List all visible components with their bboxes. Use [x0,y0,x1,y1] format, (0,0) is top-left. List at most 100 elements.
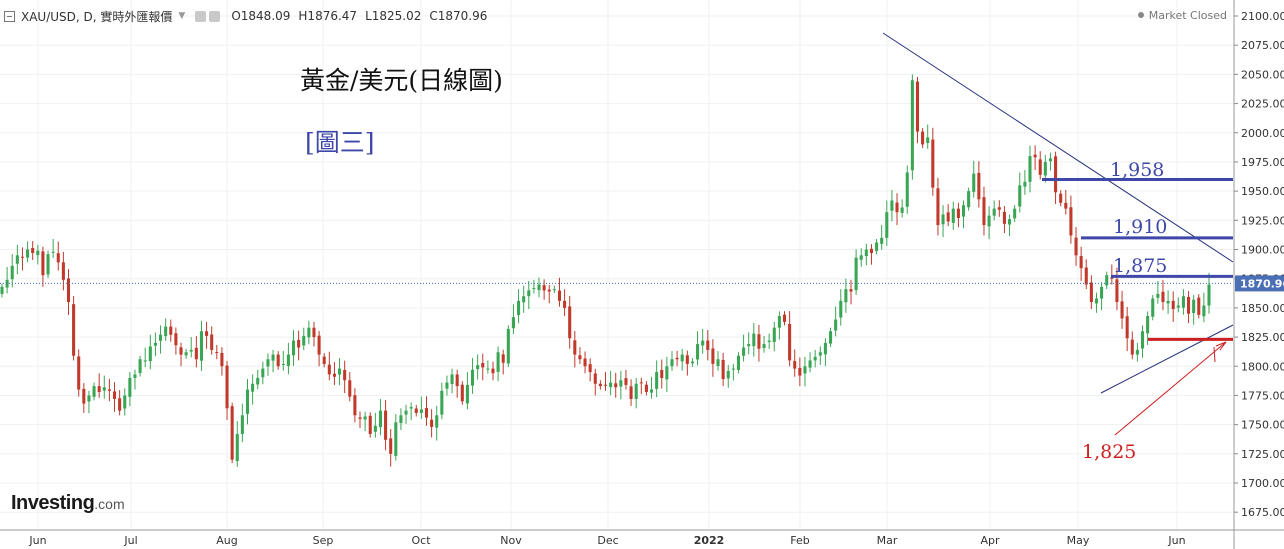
market-status-text: Market Closed [1148,9,1227,22]
settings-icon[interactable] [209,10,221,22]
candle-body [1008,219,1012,225]
candle-body [946,212,950,222]
candle-body [1176,305,1180,308]
candle-body [220,352,224,367]
x-tick-label: Aug [216,534,237,547]
candle-body [312,327,316,338]
candle-body [1166,300,1170,304]
candle-body [481,362,485,368]
candle-body [424,408,429,418]
y-tick-label: 2100.00 [1241,10,1284,23]
candle-body [762,344,766,349]
last-price-badge [1235,275,1284,292]
chevron-down-icon[interactable]: ▼ [178,11,186,21]
red-tick-line [1213,346,1216,363]
candle-body [1192,299,1196,314]
candle-body [476,365,480,370]
collapse-icon[interactable] [4,10,15,22]
candle-body [951,208,955,223]
candle-body [1110,277,1114,279]
candle-body [685,355,689,364]
candle-body [1202,305,1206,317]
market-status: Market Closed [1137,9,1227,22]
candle-body [20,256,24,258]
candle-body [465,384,469,404]
candle-body [338,368,342,375]
x-tick-label: Jun [1167,534,1185,547]
candle-body [26,249,30,258]
candle-body [1100,286,1104,299]
candle-body [859,255,863,260]
candle-body [808,360,812,368]
candle-body [440,390,444,415]
candle-body [834,319,838,331]
candle-body [1125,316,1129,339]
candle-body [445,382,449,389]
candle-body [644,384,648,392]
candle-body [470,369,475,386]
y-tick-label: 2050.00 [1241,68,1284,81]
candle-body [123,395,127,409]
candle-body [128,377,132,397]
candle-body [849,289,853,292]
y-tick-label: 2025.00 [1241,98,1284,111]
candle-body [593,373,597,384]
candle-body [777,316,781,328]
candle-body [1197,297,1201,315]
candle-body [619,380,623,387]
candle-body [885,212,889,238]
candle-body [1013,208,1017,219]
candle-body [384,410,388,440]
candle-body [690,361,694,364]
candle-body [1074,237,1078,256]
descending-trendline [882,32,1234,263]
candle-body [736,355,741,370]
candle-body [706,340,710,350]
level-label-1875: 1,875 [1113,255,1167,277]
candle-body [655,372,659,389]
candle-body [997,207,1001,210]
level-label-1958: 1,958 [1110,159,1164,181]
candle-body [199,331,203,361]
candle-body [419,409,423,413]
eye-icon[interactable] [195,10,207,22]
candle-body [1002,211,1006,224]
candle-body [563,300,567,308]
candle-body [256,377,260,385]
candle-body [890,200,894,211]
candle-body [97,386,101,392]
candle-body [501,354,505,363]
candle-body [793,361,797,369]
candle-body [1181,296,1185,308]
investing-logo: Investing.com [11,492,125,515]
candle-body [711,348,715,364]
candle-body [696,344,700,360]
candle-body [435,415,439,428]
y-tick-label: 1975.00 [1241,156,1284,169]
candle-body [1105,275,1109,286]
symbol-label[interactable]: XAU/USD, D, 實時外匯報價 [21,9,173,24]
candle-body [368,415,372,434]
candle-body [670,359,674,367]
candle-body [41,251,45,276]
level-label-1825: 1,825 [1082,441,1136,463]
candle-body [1048,158,1052,162]
candle-body [230,406,234,460]
chart-title: 黃金/美元(日線圖) [300,66,503,95]
candle-body [179,347,183,355]
candle-body [844,289,848,303]
candle-body [1079,256,1083,269]
y-tick-label: 1775.00 [1241,389,1284,402]
candle-body [107,389,111,391]
y-tick-label: 1925.00 [1241,214,1284,227]
candle-body [66,278,71,303]
candle-body [322,356,326,364]
candle-body [291,340,296,356]
candle-body [921,131,925,145]
candle-body [803,366,807,374]
candle-body [261,368,265,378]
candle-body [36,250,40,256]
candle-body [496,352,500,372]
candle-body [982,197,986,225]
